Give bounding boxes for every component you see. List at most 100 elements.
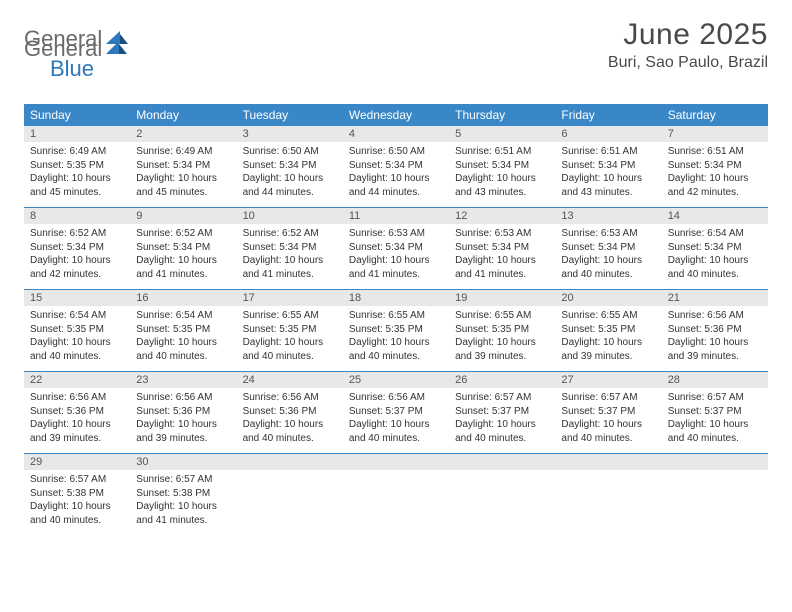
day-number-cell: [662, 454, 768, 470]
daylight-text-1: Daylight: 10 hours: [668, 254, 762, 268]
daylight-text-1: Daylight: 10 hours: [349, 254, 443, 268]
daylight-text-1: Daylight: 10 hours: [243, 336, 337, 350]
day-number-cell: 24: [237, 372, 343, 388]
day-cell: [343, 470, 449, 535]
day-number-row: 891011121314: [24, 208, 768, 224]
day-number-cell: 3: [237, 126, 343, 142]
sunrise-text: Sunrise: 6:53 AM: [561, 227, 655, 241]
day-number-cell: 14: [662, 208, 768, 224]
day-content-row: Sunrise: 6:54 AMSunset: 5:35 PMDaylight:…: [24, 306, 768, 372]
weekday-header: Saturday: [662, 104, 768, 126]
sunrise-text: Sunrise: 6:52 AM: [30, 227, 124, 241]
weekday-header: Tuesday: [237, 104, 343, 126]
sunset-text: Sunset: 5:34 PM: [668, 241, 762, 255]
sunset-text: Sunset: 5:34 PM: [349, 241, 443, 255]
sunset-text: Sunset: 5:36 PM: [243, 405, 337, 419]
sunrise-text: Sunrise: 6:55 AM: [561, 309, 655, 323]
logo-word2: Blue: [24, 56, 94, 81]
daylight-text-2: and 40 minutes.: [243, 350, 337, 364]
day-number-cell: 13: [555, 208, 661, 224]
day-cell: Sunrise: 6:52 AMSunset: 5:34 PMDaylight:…: [237, 224, 343, 290]
sunset-text: Sunset: 5:34 PM: [561, 241, 655, 255]
day-number-cell: 8: [24, 208, 130, 224]
day-number-cell: 5: [449, 126, 555, 142]
daylight-text-2: and 39 minutes.: [668, 350, 762, 364]
daylight-text-2: and 41 minutes.: [136, 268, 230, 282]
day-number-cell: 26: [449, 372, 555, 388]
sunrise-text: Sunrise: 6:52 AM: [243, 227, 337, 241]
sunrise-text: Sunrise: 6:57 AM: [668, 391, 762, 405]
sunrise-text: Sunrise: 6:55 AM: [455, 309, 549, 323]
sunrise-text: Sunrise: 6:56 AM: [243, 391, 337, 405]
sunset-text: Sunset: 5:37 PM: [455, 405, 549, 419]
daylight-text-1: Daylight: 10 hours: [136, 172, 230, 186]
calendar-body: 1234567Sunrise: 6:49 AMSunset: 5:35 PMDa…: [24, 126, 768, 535]
daylight-text-1: Daylight: 10 hours: [668, 336, 762, 350]
sunset-text: Sunset: 5:34 PM: [243, 241, 337, 255]
day-number-cell: 4: [343, 126, 449, 142]
day-cell: Sunrise: 6:51 AMSunset: 5:34 PMDaylight:…: [449, 142, 555, 208]
day-cell: Sunrise: 6:49 AMSunset: 5:35 PMDaylight:…: [24, 142, 130, 208]
day-number-cell: [237, 454, 343, 470]
day-number-cell: 2: [130, 126, 236, 142]
day-cell: Sunrise: 6:53 AMSunset: 5:34 PMDaylight:…: [343, 224, 449, 290]
day-number-cell: 10: [237, 208, 343, 224]
daylight-text-2: and 40 minutes.: [30, 350, 124, 364]
sunrise-text: Sunrise: 6:57 AM: [561, 391, 655, 405]
daylight-text-1: Daylight: 10 hours: [30, 254, 124, 268]
day-number-cell: 20: [555, 290, 661, 306]
sunrise-text: Sunrise: 6:52 AM: [136, 227, 230, 241]
day-number-cell: [555, 454, 661, 470]
day-number-cell: 22: [24, 372, 130, 388]
daylight-text-2: and 44 minutes.: [349, 186, 443, 200]
day-number-cell: 23: [130, 372, 236, 388]
day-number-cell: 21: [662, 290, 768, 306]
daylight-text-2: and 40 minutes.: [136, 350, 230, 364]
day-cell: Sunrise: 6:55 AMSunset: 5:35 PMDaylight:…: [449, 306, 555, 372]
sunset-text: Sunset: 5:35 PM: [349, 323, 443, 337]
day-cell: Sunrise: 6:57 AMSunset: 5:37 PMDaylight:…: [662, 388, 768, 454]
day-cell: Sunrise: 6:54 AMSunset: 5:35 PMDaylight:…: [130, 306, 236, 372]
daylight-text-1: Daylight: 10 hours: [243, 172, 337, 186]
sunrise-text: Sunrise: 6:51 AM: [668, 145, 762, 159]
day-number-cell: 6: [555, 126, 661, 142]
sunrise-text: Sunrise: 6:55 AM: [243, 309, 337, 323]
sunset-text: Sunset: 5:34 PM: [668, 159, 762, 173]
month-title: June 2025: [608, 18, 768, 52]
day-number-cell: 18: [343, 290, 449, 306]
day-number-cell: [449, 454, 555, 470]
sunset-text: Sunset: 5:36 PM: [136, 405, 230, 419]
day-cell: Sunrise: 6:53 AMSunset: 5:34 PMDaylight:…: [555, 224, 661, 290]
weekday-header: Wednesday: [343, 104, 449, 126]
daylight-text-2: and 41 minutes.: [349, 268, 443, 282]
day-cell: Sunrise: 6:56 AMSunset: 5:36 PMDaylight:…: [662, 306, 768, 372]
sunrise-text: Sunrise: 6:50 AM: [349, 145, 443, 159]
sunrise-text: Sunrise: 6:57 AM: [136, 473, 230, 487]
daylight-text-1: Daylight: 10 hours: [668, 418, 762, 432]
daylight-text-2: and 39 minutes.: [30, 432, 124, 446]
day-number-cell: 15: [24, 290, 130, 306]
day-cell: [555, 470, 661, 535]
daylight-text-2: and 39 minutes.: [455, 350, 549, 364]
daylight-text-1: Daylight: 10 hours: [561, 418, 655, 432]
sunrise-text: Sunrise: 6:54 AM: [668, 227, 762, 241]
sunset-text: Sunset: 5:37 PM: [668, 405, 762, 419]
sunrise-text: Sunrise: 6:56 AM: [668, 309, 762, 323]
daylight-text-1: Daylight: 10 hours: [349, 336, 443, 350]
day-content-row: Sunrise: 6:57 AMSunset: 5:38 PMDaylight:…: [24, 470, 768, 535]
day-number-cell: 7: [662, 126, 768, 142]
day-number-row: 15161718192021: [24, 290, 768, 306]
sunset-text: Sunset: 5:34 PM: [349, 159, 443, 173]
daylight-text-1: Daylight: 10 hours: [136, 500, 230, 514]
day-content-row: Sunrise: 6:52 AMSunset: 5:34 PMDaylight:…: [24, 224, 768, 290]
day-number-cell: 11: [343, 208, 449, 224]
day-number-cell: 17: [237, 290, 343, 306]
day-number-cell: 27: [555, 372, 661, 388]
sunset-text: Sunset: 5:36 PM: [668, 323, 762, 337]
day-number-cell: [343, 454, 449, 470]
daylight-text-2: and 41 minutes.: [136, 514, 230, 528]
daylight-text-1: Daylight: 10 hours: [243, 418, 337, 432]
day-cell: Sunrise: 6:52 AMSunset: 5:34 PMDaylight:…: [130, 224, 236, 290]
daylight-text-1: Daylight: 10 hours: [349, 172, 443, 186]
daylight-text-2: and 44 minutes.: [243, 186, 337, 200]
